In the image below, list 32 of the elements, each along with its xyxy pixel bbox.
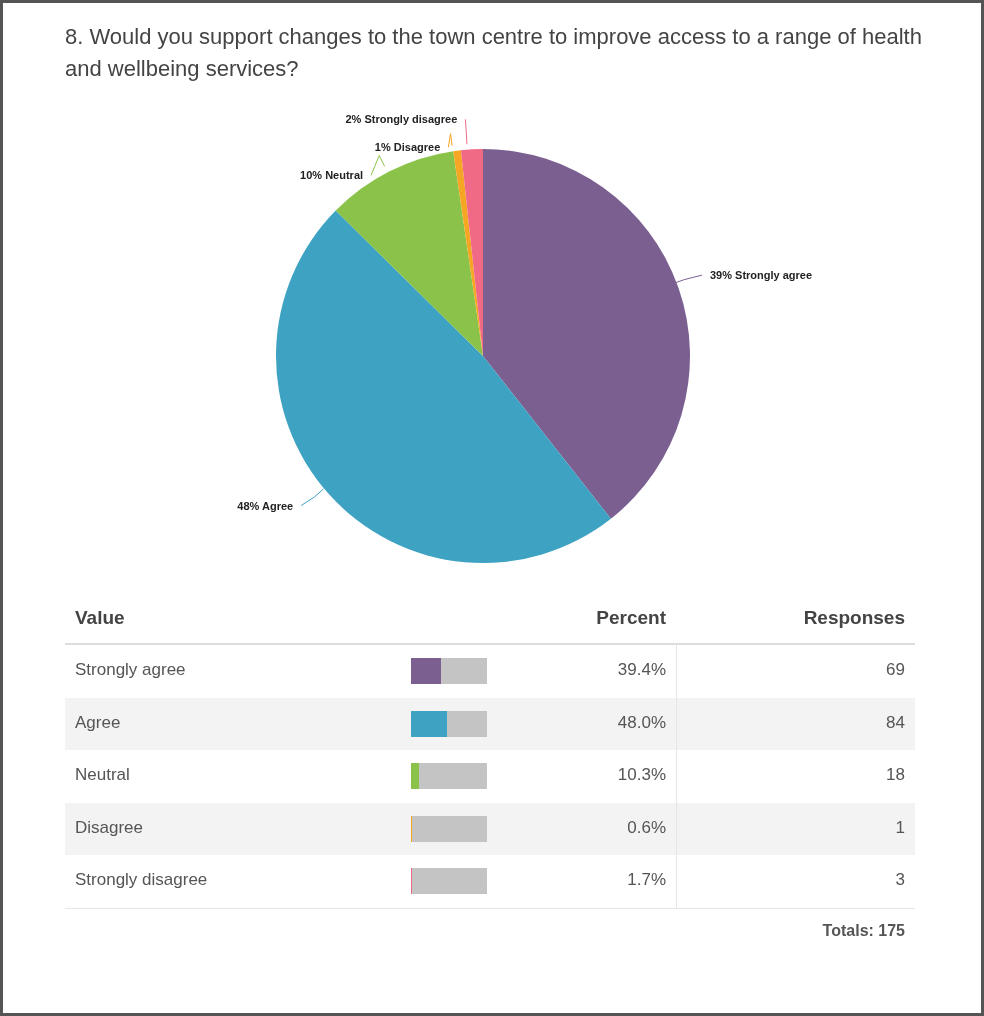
- category-label: Neutral: [75, 765, 130, 784]
- pie-slice: [483, 149, 690, 519]
- text: 84: [886, 712, 905, 733]
- text: 48.0%: [617, 712, 666, 733]
- text: 69: [886, 660, 905, 680]
- slice-label: Neutral: [325, 169, 364, 182]
- data-label: 10%: [300, 169, 326, 182]
- slice-label: Agree: [262, 499, 294, 512]
- text: 1: [895, 817, 905, 838]
- slice-label: Disagree: [393, 141, 441, 154]
- text: 10.3%: [617, 765, 666, 785]
- category-label: Disagree: [75, 817, 144, 837]
- category-label: Agree: [75, 712, 121, 732]
- text: 3: [895, 870, 905, 890]
- data-label: 39%: [709, 269, 736, 282]
- text: Responses: [803, 607, 905, 629]
- data-label: 1%: [374, 141, 394, 154]
- text: 0.6%: [627, 817, 666, 838]
- chart-title: 8. Would you support changes to the town centre to improve access to a range of health and wellbeing services?: [65, 23, 923, 83]
- text: 1.7%: [627, 870, 666, 890]
- slice-label: Strongly agree: [735, 269, 813, 282]
- category-label: Strongly disagree: [75, 870, 208, 889]
- data-label: 2%: [345, 113, 365, 126]
- text: 18: [886, 765, 905, 785]
- text: Totals: 175: [822, 921, 905, 940]
- pie-slice: [453, 150, 483, 356]
- text: 39.4%: [617, 660, 666, 680]
- category-label: Strongly agree: [75, 660, 186, 679]
- data-label: 48%: [237, 499, 263, 512]
- slice-label: Strongly disagree: [364, 113, 458, 126]
- text: Percent: [596, 607, 666, 629]
- text: Value: [75, 607, 125, 629]
